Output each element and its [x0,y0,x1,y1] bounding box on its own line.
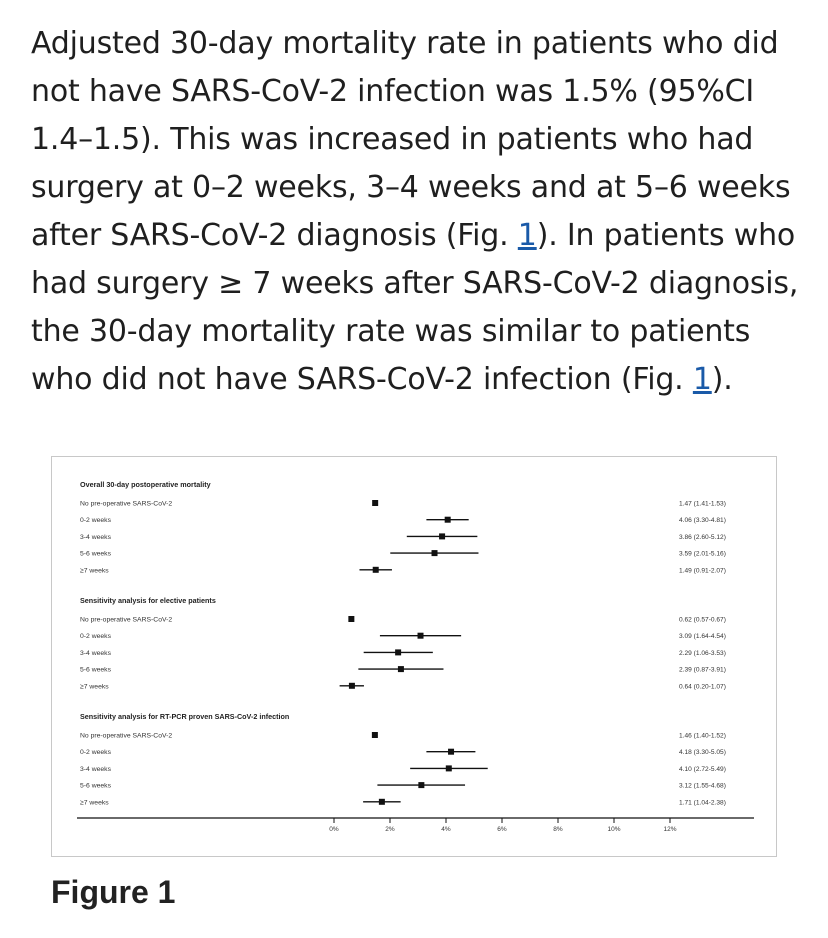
value-label: 1.47 (1.41-1.53) [679,501,726,508]
value-label: 0.64 (0.20-1.07) [679,683,726,690]
point-estimate [445,765,452,772]
article-paragraph: Adjusted 30-day mortality rate in patien… [31,20,811,404]
row-label: 0-2 weeks [80,633,112,640]
group-title: Sensitivity analysis for elective patien… [80,596,216,605]
value-label: 0.62 (0.57-0.67) [679,617,726,624]
x-tick-label: 6% [497,826,507,833]
paragraph-text-1: Adjusted 30-day mortality rate in patien… [31,26,791,253]
x-tick-label: 12% [663,826,676,833]
paragraph-text-2: ). In patients who had surgery ≥ 7 weeks… [31,218,799,397]
row-label: ≥7 weeks [80,799,109,806]
point-estimate [397,666,404,673]
point-estimate [371,732,378,738]
row-label: No pre-operative SARS-CoV-2 [80,733,172,740]
figure-1-link[interactable]: 1 [517,218,537,253]
value-label: 2.29 (1.06-3.53) [679,650,726,657]
row-label: 0-2 weeks [80,517,112,524]
value-label: 3.12 (1.55-4.68) [679,783,726,790]
value-label: 1.46 (1.40-1.52) [679,733,726,740]
x-tick-label: 0% [329,826,339,833]
value-label: 4.06 (3.30-4.81) [679,517,726,524]
row-label: 3-4 weeks [80,534,112,541]
row-label: 5-6 weeks [80,667,112,674]
row-label: 0-2 weeks [80,749,112,756]
value-label: 3.86 (2.60-5.12) [679,534,726,541]
x-tick-label: 10% [607,826,620,833]
row-label: No pre-operative SARS-CoV-2 [80,501,172,508]
value-label: 1.71 (1.04-2.38) [679,799,726,806]
row-label: ≥7 weeks [80,567,109,574]
value-label: 3.59 (2.01-5.16) [679,551,726,558]
group-title: Overall 30-day postoperative mortality [80,480,211,489]
figure-1-link-2[interactable]: 1 [692,362,712,397]
row-label: No pre-operative SARS-CoV-2 [80,617,172,624]
point-estimate [372,500,379,506]
x-tick-label: 2% [385,826,395,833]
value-label: 4.10 (2.72-5.49) [679,766,726,773]
value-label: 4.18 (3.30-5.05) [679,749,726,756]
figure-caption: Figure 1 [51,874,176,910]
row-label: 5-6 weeks [80,783,112,790]
forest-plot: Overall 30-day postoperative mortality No… [77,480,754,833]
point-estimate [439,533,446,540]
value-label: 1.49 (0.91-2.07) [679,567,726,574]
figure-image[interactable]: Overall 30-day postoperative mortality No… [51,456,777,857]
x-tick-label: 4% [441,826,451,833]
value-label: 3.09 (1.64-4.54) [679,633,726,640]
value-label: 2.39 (0.87-3.91) [679,667,726,674]
point-estimate [444,516,451,523]
row-label: ≥7 weeks [80,683,109,690]
point-estimate [372,566,379,573]
row-label: 5-6 weeks [80,551,112,558]
point-estimate [348,616,355,622]
point-estimate [378,798,385,805]
point-estimate [395,649,402,656]
point-estimate [448,748,455,755]
paragraph-text-3: ). [711,362,733,397]
row-label: 3-4 weeks [80,766,112,773]
point-estimate [348,682,355,689]
group-title: Sensitivity analysis for RT-PCR proven S… [80,712,289,721]
point-estimate [417,632,424,639]
x-tick-label: 8% [553,826,563,833]
point-estimate [431,550,438,557]
row-label: 3-4 weeks [80,650,112,657]
point-estimate [418,782,425,789]
